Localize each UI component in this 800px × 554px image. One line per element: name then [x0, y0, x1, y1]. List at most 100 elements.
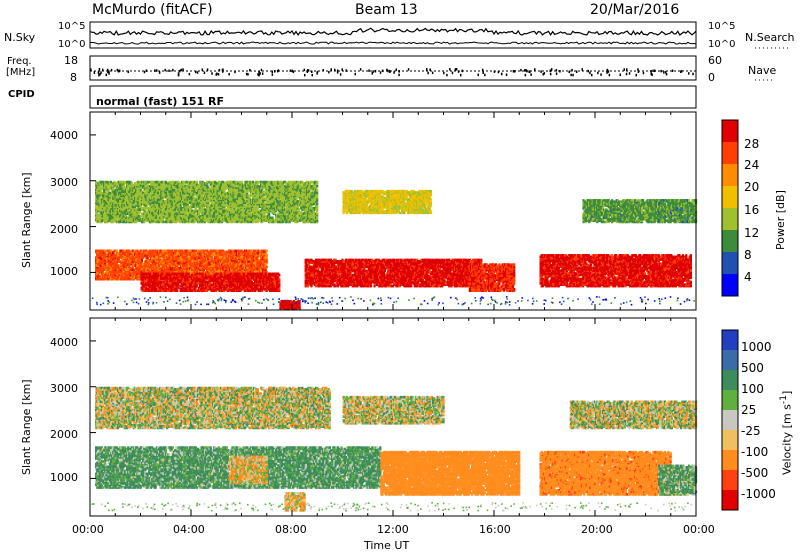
heatmap-cell — [217, 254, 220, 258]
freq-mark — [635, 73, 637, 77]
freq-mark — [550, 68, 553, 71]
heatmap-cell — [147, 283, 150, 287]
heatmap-cell — [171, 256, 174, 259]
heatmap-cell — [168, 254, 171, 258]
heatmap-cell — [256, 259, 259, 262]
heatmap-cell — [234, 271, 237, 274]
heatmap-cell — [232, 252, 235, 255]
heatmap-cell — [117, 257, 121, 261]
heatmap-cell — [261, 259, 264, 262]
heatmap-cell — [235, 263, 238, 266]
heatmap-cell — [99, 267, 102, 270]
heatmap-cell — [161, 272, 164, 276]
heatmap-cell — [366, 277, 369, 281]
heatmap-cell — [225, 264, 228, 267]
heatmap-cell — [192, 249, 195, 253]
heatmap-cell — [199, 264, 202, 267]
heatmap-cell — [210, 267, 213, 270]
heatmap-cell — [254, 249, 257, 253]
heatmap-cell — [131, 275, 134, 278]
heatmap-cell — [114, 271, 117, 274]
freq-mark — [307, 69, 309, 72]
heatmap-cell — [167, 269, 170, 273]
heatmap-cell — [230, 267, 233, 270]
power-ytick-1000: 1000 — [50, 265, 78, 278]
heatmap-cell — [146, 269, 149, 273]
heatmap-cell — [96, 273, 99, 277]
heatmap-cell — [122, 264, 125, 267]
heatmap-cell — [186, 259, 189, 262]
heatmap-cell — [147, 253, 150, 257]
heatmap-cell — [150, 272, 153, 276]
heatmap-cell — [393, 258, 396, 262]
heatmap-cell — [101, 252, 105, 255]
heatmap-cell — [163, 268, 166, 271]
power-cbar-tick-12: 12 — [744, 226, 759, 240]
heatmap-cell — [131, 269, 134, 273]
heatmap-cell — [130, 261, 133, 265]
heatmap-cell — [246, 269, 249, 273]
heatmap-cell — [163, 271, 166, 274]
heatmap-cell — [168, 264, 171, 267]
heatmap-cell — [407, 266, 411, 270]
heatmap-cell — [196, 256, 200, 259]
freq-mark — [215, 73, 217, 76]
heatmap-cell — [234, 264, 237, 267]
freq-mark — [98, 68, 101, 71]
freq-mark — [322, 68, 324, 72]
heatmap-cell — [95, 259, 98, 262]
heatmap-cell — [128, 271, 131, 274]
heatmap-cell — [204, 254, 208, 258]
heatmap-cell — [168, 259, 171, 262]
freq-mark — [587, 69, 589, 73]
heatmap-cell — [238, 257, 241, 261]
heatmap-cell — [254, 256, 257, 259]
freq-mark — [493, 70, 496, 73]
heatmap-cell — [246, 259, 249, 262]
heatmap-cell — [196, 267, 200, 270]
heatmap-cell — [167, 261, 170, 265]
heatmap-cell — [96, 252, 99, 255]
heatmap-cell — [95, 249, 98, 253]
heatmap-cell — [227, 271, 230, 274]
heatmap-cell — [254, 257, 257, 261]
heatmap-cell — [117, 256, 121, 259]
freq-mark — [99, 72, 101, 76]
heatmap-cell — [230, 269, 233, 273]
heatmap-cell — [207, 269, 210, 273]
heatmap-cell — [163, 269, 166, 273]
heatmap-cell — [246, 268, 249, 271]
heatmap-cell — [96, 272, 99, 276]
freq-mark — [203, 71, 206, 74]
heatmap-cell — [263, 265, 266, 269]
heatmap-cell — [242, 250, 245, 254]
heatmap-cell — [219, 259, 222, 262]
heatmap-cell — [232, 265, 235, 269]
freq-mark — [156, 69, 158, 72]
heatmap-cell — [194, 259, 197, 262]
freq-mark — [97, 71, 100, 74]
heatmap-cell — [99, 249, 102, 253]
heatmap-cell — [194, 261, 197, 265]
heatmap-cell — [218, 264, 221, 267]
freq-mark — [110, 68, 113, 72]
heatmap-cell — [182, 269, 185, 273]
heatmap-cell — [153, 260, 156, 263]
heatmap-cell — [97, 259, 100, 262]
heatmap-cell — [213, 257, 216, 261]
heatmap-cell — [306, 276, 310, 280]
heatmap-cell — [147, 263, 150, 266]
heatmap-cell — [148, 252, 151, 255]
heatmap-cell — [104, 265, 107, 269]
heatmap-cell — [158, 257, 161, 261]
heatmap-cell — [227, 254, 230, 258]
heatmap-cell — [163, 254, 166, 258]
heatmap-cell — [254, 252, 257, 255]
heatmap-cell — [250, 264, 253, 267]
heatmap-cell — [124, 269, 127, 273]
heatmap-cell — [145, 254, 148, 258]
heatmap-cell — [96, 254, 99, 258]
heatmap-cell — [250, 271, 253, 274]
heatmap-cell — [140, 253, 143, 257]
